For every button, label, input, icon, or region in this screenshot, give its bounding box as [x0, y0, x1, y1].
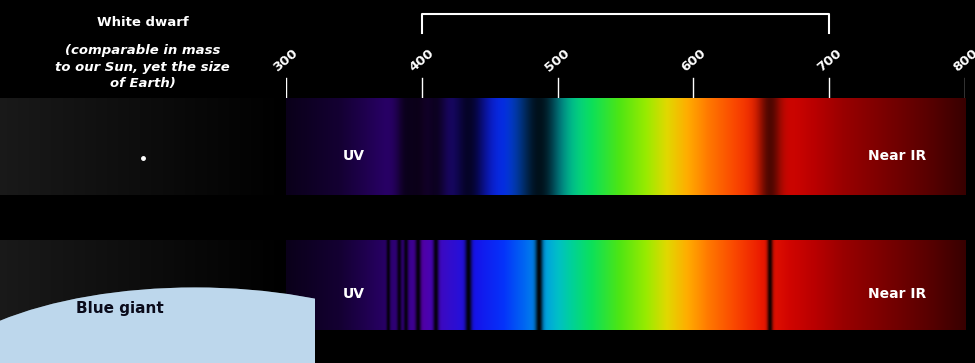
Text: (comparable in mass
to our Sun, yet the size
of Earth): (comparable in mass to our Sun, yet the …	[56, 45, 230, 90]
Text: UV: UV	[342, 149, 365, 163]
Text: 600: 600	[679, 46, 708, 74]
Text: Near IR: Near IR	[868, 287, 926, 301]
Text: Visible (400–700 nm): Visible (400–700 nm)	[544, 0, 707, 1]
Text: 500: 500	[543, 46, 572, 74]
Text: 300: 300	[271, 46, 300, 74]
Circle shape	[0, 287, 472, 363]
Text: Blue giant: Blue giant	[76, 301, 164, 316]
Text: 700: 700	[814, 46, 844, 74]
Circle shape	[0, 287, 472, 363]
Text: Near IR: Near IR	[868, 149, 926, 163]
Text: 400: 400	[407, 46, 437, 74]
Text: 800: 800	[951, 46, 975, 74]
Text: White dwarf: White dwarf	[97, 16, 189, 29]
Text: UV: UV	[342, 287, 365, 301]
